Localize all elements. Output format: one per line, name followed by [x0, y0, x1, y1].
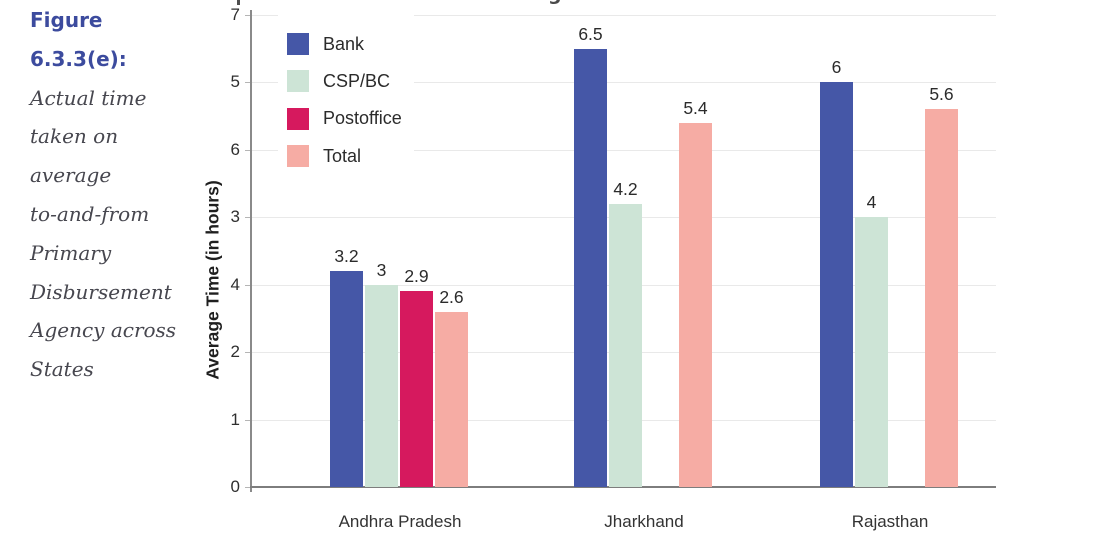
- bar-value-label: 3: [376, 260, 387, 280]
- y-tick-label: 0: [230, 477, 240, 496]
- legend-item-bank: Bank: [287, 33, 402, 55]
- figure-description-line: to-and-from: [30, 201, 150, 226]
- figure-description-line: average: [30, 163, 112, 188]
- y-tick-label: 1: [230, 410, 240, 429]
- bar-value-label: 4.2: [613, 179, 638, 199]
- bar-bank-jharkhand: [574, 49, 607, 487]
- legend-item-postoffice: Postoffice: [287, 107, 402, 130]
- figure-description-line: States: [30, 357, 94, 382]
- figure-description-line: Agency across: [30, 318, 177, 343]
- figure-description-line: Disbursement: [30, 279, 172, 304]
- bar-total-rajasthan: [925, 109, 958, 487]
- y-tick: [245, 82, 252, 83]
- cropped-text-fragment: g: [548, 0, 566, 7]
- legend-swatch-postoffice: [287, 107, 309, 130]
- bar-value-label: 5.6: [929, 84, 954, 104]
- bar-value-label: 5.4: [683, 98, 708, 118]
- legend-swatch-total: [287, 145, 309, 168]
- legend: Bank CSP/BC Postoffice Total: [278, 12, 414, 180]
- legend-swatch-csp-bc: [287, 70, 309, 93]
- bar-total-jharkhand: [679, 123, 712, 487]
- y-tick: [245, 217, 252, 218]
- y-tick-label: 7: [230, 5, 240, 24]
- bar-csp-bc-andhra-pradesh: [365, 285, 398, 487]
- bar-total-andhra-pradesh: [435, 312, 468, 487]
- legend-item-total: Total: [287, 145, 402, 168]
- gridline: [252, 82, 996, 83]
- bar-postoffice-andhra-pradesh: [400, 291, 433, 487]
- bar-value-label: 3.2: [334, 246, 359, 266]
- legend-label: Postoffice: [323, 108, 402, 129]
- y-tick-label: 3: [230, 207, 240, 226]
- y-tick: [245, 420, 252, 421]
- bar-bank-andhra-pradesh: [330, 271, 363, 487]
- gridline: [252, 15, 996, 16]
- y-tick-label: 2: [230, 342, 240, 361]
- category-label-jharkhand: Jharkhand: [604, 512, 684, 531]
- y-axis: [250, 10, 252, 492]
- y-tick: [245, 285, 252, 286]
- y-tick: [245, 487, 252, 488]
- figure-caption: Figure 6.3.3(e): Actual time taken on av…: [30, 1, 200, 389]
- y-tick-label: 4: [230, 275, 240, 294]
- y-tick: [245, 15, 252, 16]
- category-label-rajasthan: Rajasthan: [851, 512, 929, 531]
- legend-label: Bank: [323, 33, 365, 54]
- y-tick: [245, 150, 252, 151]
- legend-label: Total: [323, 145, 362, 166]
- gridline: [252, 150, 996, 151]
- figure-number-line2: 6.3.3(e):: [30, 46, 127, 71]
- bar-csp-bc-rajasthan: [855, 217, 888, 487]
- legend-swatch-bank: [287, 33, 309, 55]
- bar-value-label: 6: [831, 57, 842, 77]
- x-axis: [250, 486, 996, 488]
- y-tick: [245, 352, 252, 353]
- figure-description-line: taken on: [30, 124, 119, 149]
- category-label-andhra-pradesh: Andhra Pradesh: [338, 512, 462, 531]
- bar-value-label: 4: [866, 192, 877, 212]
- bar-csp-bc-jharkhand: [609, 204, 642, 487]
- cropped-text-fragment: [237, 0, 240, 5]
- figure-number-line1: Figure: [30, 8, 103, 32]
- legend-label: CSP/BC: [323, 70, 391, 91]
- y-tick-label: 5: [230, 72, 240, 91]
- bar-value-label: 2.9: [404, 266, 429, 286]
- bar-value-label: 6.5: [578, 24, 603, 44]
- legend-item-csp-bc: CSP/BC: [287, 70, 402, 93]
- bar-bank-rajasthan: [820, 82, 853, 487]
- figure-description-line: Actual time: [30, 85, 147, 110]
- bar-value-label: 2.6: [439, 287, 464, 307]
- y-tick-label: 6: [230, 140, 240, 159]
- figure-description-line: Primary: [30, 240, 112, 265]
